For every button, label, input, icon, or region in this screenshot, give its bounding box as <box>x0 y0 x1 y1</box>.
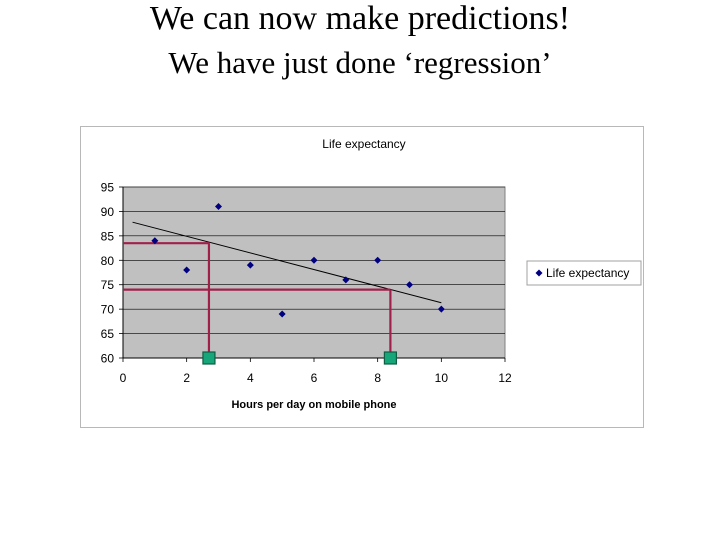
x-tick-label: 0 <box>120 371 127 385</box>
x-tick-label: 10 <box>435 371 449 385</box>
y-tick-label: 90 <box>101 205 115 219</box>
y-tick-label: 65 <box>101 327 115 341</box>
x-tick-label: 4 <box>247 371 254 385</box>
data-point <box>374 256 382 264</box>
y-tick-label: 85 <box>101 229 115 243</box>
x-axis-label: Hours per day on mobile phone <box>231 399 396 411</box>
legend-box <box>526 260 642 286</box>
y-tick-label: 95 <box>101 181 115 195</box>
x-tick-label: 6 <box>311 371 318 385</box>
prediction-marker <box>202 351 216 365</box>
slide-title: We can now make predictions! <box>149 0 571 37</box>
data-point <box>342 276 350 284</box>
data-point <box>151 237 159 245</box>
y-tick-label: 60 <box>101 352 115 366</box>
data-point <box>215 203 222 211</box>
data-point <box>406 281 413 289</box>
prediction-marker <box>383 351 397 365</box>
x-tick-label: 12 <box>498 371 512 385</box>
data-point <box>278 310 286 318</box>
data-point <box>437 305 445 313</box>
data-point <box>310 256 318 264</box>
chart-frame: 60 65 70 75 80 85 90 95 0 2 4 6 8 10 12 Life expectanc… <box>80 126 644 428</box>
legend-label: Life expectancy <box>546 266 629 280</box>
y-tick-label: 70 <box>101 303 115 317</box>
legend: Life expectancy <box>526 260 642 286</box>
x-tick-label: 2 <box>183 371 190 385</box>
chart-title: Life expectancy <box>322 137 405 151</box>
scatter-chart: 60 65 70 75 80 85 90 95 0 2 4 6 8 10 12 Life expectanc… <box>101 137 642 411</box>
legend-diamond-icon <box>535 269 543 277</box>
x-tick-label: 8 <box>374 371 381 385</box>
data-point <box>246 261 254 269</box>
slide-subtitle: We have just done ‘regression’ <box>168 45 552 80</box>
data-point <box>183 266 191 274</box>
plot-area <box>122 186 506 359</box>
y-tick-label: 75 <box>101 278 115 292</box>
plot-area-layer: 60 65 70 75 80 85 90 95 0 2 4 6 8 10 12 <box>101 181 512 386</box>
y-tick-label: 80 <box>101 254 115 268</box>
